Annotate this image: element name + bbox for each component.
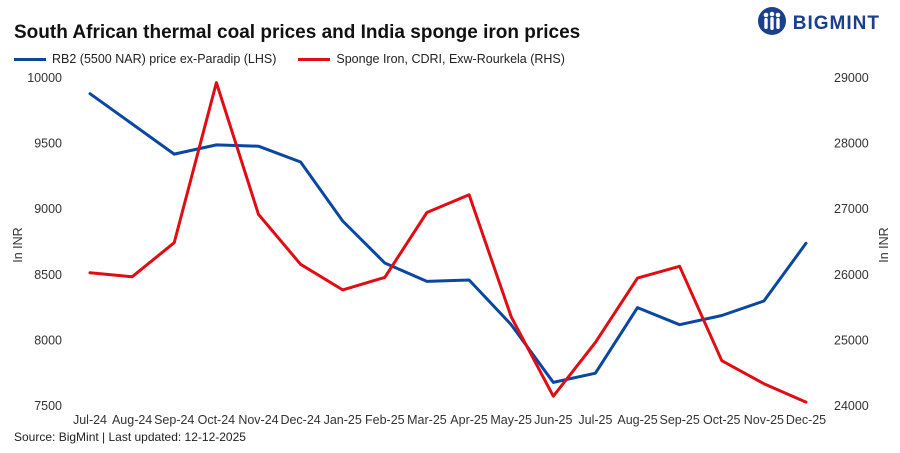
legend-label-rb2: RB2 (5500 NAR) price ex-Paradip (LHS) — [52, 52, 277, 66]
x-tick-label: Mar-25 — [407, 413, 447, 427]
left-tick-label: 9500 — [34, 137, 62, 151]
right-tick-label: 26000 — [834, 268, 869, 282]
x-tick-label: Oct-24 — [198, 413, 236, 427]
left-tick-label: 8500 — [34, 268, 62, 282]
x-tick-label: Sep-24 — [154, 413, 194, 427]
left-axis-title: In INR — [11, 227, 25, 262]
people-icon — [757, 6, 787, 41]
x-axis-ticks: Jul-24 Aug-24 Sep-24 Oct-24 Nov-24 Dec-24 Jan-… — [73, 413, 826, 427]
x-tick-label: Dec-25 — [786, 413, 826, 427]
rb2-series-line — [88, 92, 808, 384]
x-tick-label: Apr-25 — [450, 413, 488, 427]
x-tick-label: Nov-24 — [238, 413, 278, 427]
x-tick-label: Aug-25 — [617, 413, 657, 427]
right-tick-label: 27000 — [834, 202, 869, 216]
x-tick-label: Jan-25 — [324, 413, 362, 427]
right-tick-label: 28000 — [834, 137, 869, 151]
legend-label-sponge-iron: Sponge Iron, CDRI, Exw-Rourkela (RHS) — [336, 52, 565, 66]
left-tick-label: 10000 — [27, 71, 62, 85]
brand-name: BIGMINT — [792, 12, 880, 34]
legend-swatch-sponge-iron — [298, 57, 331, 61]
x-tick-label: Jul-24 — [73, 413, 107, 427]
right-axis-ticks: 24000 25000 26000 27000 28000 29000 — [834, 71, 869, 413]
series-lines — [88, 81, 808, 404]
right-tick-label: 29000 — [834, 71, 869, 85]
left-tick-label: 8000 — [34, 333, 62, 347]
left-axis-ticks: 7500 8000 8500 9000 9500 10000 — [27, 71, 62, 413]
legend-swatch-rb2 — [14, 57, 46, 61]
x-tick-label: Oct-25 — [703, 413, 741, 427]
x-tick-label: May-25 — [490, 413, 532, 427]
x-tick-label: Sep-25 — [659, 413, 699, 427]
legend-item-rb2: RB2 (5500 NAR) price ex-Paradip (LHS) — [14, 52, 276, 66]
sponge-iron-series-line — [88, 81, 808, 404]
x-tick-label: Dec-24 — [280, 413, 320, 427]
right-tick-label: 25000 — [834, 333, 869, 347]
left-tick-label: 7500 — [34, 399, 62, 413]
x-tick-label: Jul-25 — [578, 413, 612, 427]
chart-title: South African thermal coal prices and In… — [14, 22, 581, 43]
right-tick-label: 24000 — [834, 399, 869, 413]
legend-item-sponge-iron: Sponge Iron, CDRI, Exw-Rourkela (RHS) — [298, 52, 565, 66]
left-tick-label: 9000 — [34, 202, 62, 216]
right-axis-title: In INR — [877, 227, 891, 262]
x-tick-label: Aug-24 — [112, 413, 152, 427]
source-note: Source: BigMint | Last updated: 12-12-20… — [14, 430, 246, 444]
chart-legend: RB2 (5500 NAR) price ex-Paradip (LHS) Sp… — [14, 52, 565, 66]
x-tick-label: Jun-25 — [534, 413, 572, 427]
x-tick-label: Nov-25 — [744, 413, 784, 427]
bigmint-logo: BIGMINT — [757, 6, 880, 41]
x-tick-label: Feb-25 — [365, 413, 405, 427]
